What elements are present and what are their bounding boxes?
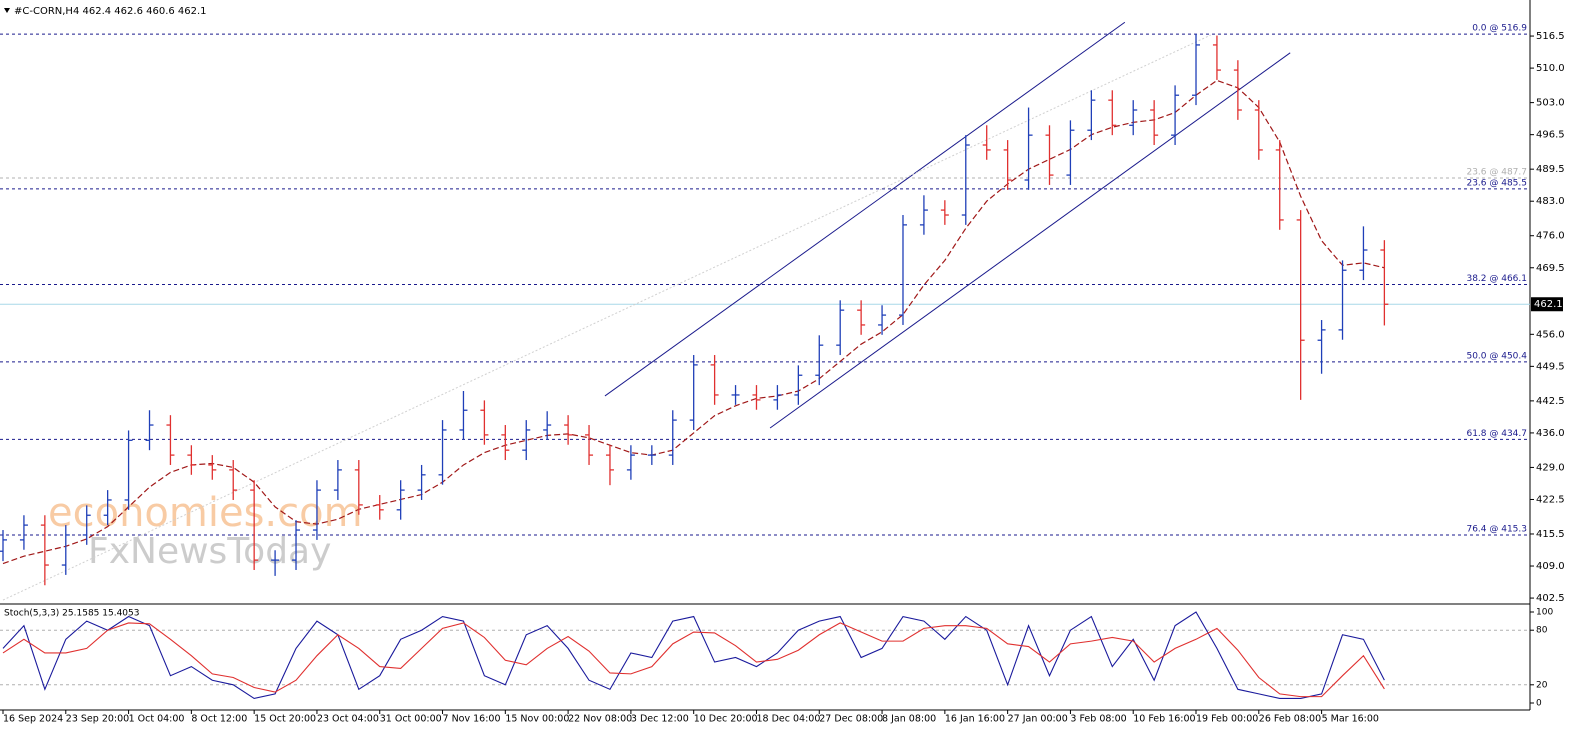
x-tick-label: 10 Feb 16:00 — [1133, 714, 1195, 725]
x-tick-label: 27 Dec 08:00 — [819, 714, 883, 725]
x-tick-label: 26 Feb 08:00 — [1259, 714, 1321, 725]
watermark: economies.com — [48, 490, 363, 536]
x-tick-label: 18 Dec 04:00 — [756, 714, 820, 725]
y-tick-label: 469.5 — [1536, 263, 1565, 274]
x-tick-label: 15 Oct 20:00 — [254, 714, 316, 725]
stoch-label: Stoch(5,3,3) 25.1585 15.4053 — [4, 609, 139, 619]
stoch-line — [2, 611, 1385, 700]
x-tick-label: 31 Oct 00:00 — [380, 714, 442, 725]
last-price-box — [1531, 297, 1563, 312]
y-tick-label: 476.0 — [1536, 231, 1565, 242]
trendline — [769, 52, 1291, 429]
x-tick-label: 22 Nov 08:00 — [568, 714, 632, 725]
chart-title: #C-CORN,H4 462.4 462.6 460.6 462.1 — [14, 6, 207, 17]
y-tick-label: 503.0 — [1536, 98, 1565, 109]
stoch-tick-label: 0 — [1536, 698, 1542, 708]
y-tick-label: 409.0 — [1536, 561, 1565, 572]
x-tick-label: 10 Dec 20:00 — [694, 714, 758, 725]
symbol-icon — [4, 8, 10, 13]
y-tick-label: 422.5 — [1536, 494, 1565, 505]
y-tick-label: 456.0 — [1536, 329, 1565, 340]
y-tick-label: 442.5 — [1536, 396, 1565, 407]
x-tick-label: 23 Sep 20:00 — [66, 714, 129, 725]
y-tick-label: 510.0 — [1536, 63, 1565, 74]
stoch-tick-label: 80 — [1536, 626, 1548, 636]
y-tick-label: 489.5 — [1536, 164, 1565, 175]
y-tick-label: 483.0 — [1536, 196, 1565, 207]
x-tick-label: 15 Nov 00:00 — [505, 714, 569, 725]
y-tick-label: 402.5 — [1536, 593, 1565, 604]
y-tick-label: 436.0 — [1536, 428, 1565, 439]
y-tick-label: 429.0 — [1536, 462, 1565, 473]
fib-label: 61.8 @ 434.7 — [1466, 429, 1527, 439]
fib-label: 23.6 @ 487.7 — [1466, 168, 1527, 178]
x-tick-label: 5 Mar 16:00 — [1322, 714, 1379, 725]
fib-label: 38.2 @ 466.1 — [1466, 274, 1527, 284]
x-tick-label: 1 Oct 04:00 — [129, 714, 185, 725]
y-tick-label: 449.5 — [1536, 361, 1565, 372]
x-tick-label: 8 Jan 08:00 — [882, 714, 936, 725]
x-tick-label: 23 Oct 04:00 — [317, 714, 379, 725]
x-tick-label: 3 Dec 12:00 — [631, 714, 689, 725]
x-tick-label: 27 Jan 00:00 — [1008, 714, 1068, 725]
last-price-label: 462.1 — [1534, 299, 1563, 310]
trendline — [604, 21, 1126, 397]
x-tick-label: 16 Jan 16:00 — [945, 714, 1005, 725]
x-tick-label: 16 Sep 2024 — [3, 714, 63, 725]
x-tick-label: 19 Feb 00:00 — [1196, 714, 1258, 725]
fib-label: 50.0 @ 450.4 — [1466, 351, 1527, 361]
x-tick-label: 7 Nov 16:00 — [443, 714, 501, 725]
fib-label: 23.6 @ 485.5 — [1466, 178, 1527, 188]
stoch-line — [2, 622, 1385, 698]
fib-label: 0.0 @ 516.9 — [1472, 24, 1527, 34]
watermark: FxNewsToday — [88, 531, 331, 572]
x-tick-label: 8 Oct 12:00 — [191, 714, 247, 725]
fib-label: 76.4 @ 415.3 — [1466, 524, 1527, 534]
x-tick-label: 3 Feb 08:00 — [1070, 714, 1126, 725]
y-tick-label: 415.5 — [1536, 529, 1565, 540]
y-tick-label: 496.5 — [1536, 130, 1565, 141]
stoch-tick-label: 20 — [1536, 680, 1548, 690]
stoch-tick-label: 100 — [1536, 608, 1553, 618]
y-tick-label: 516.5 — [1536, 31, 1565, 42]
